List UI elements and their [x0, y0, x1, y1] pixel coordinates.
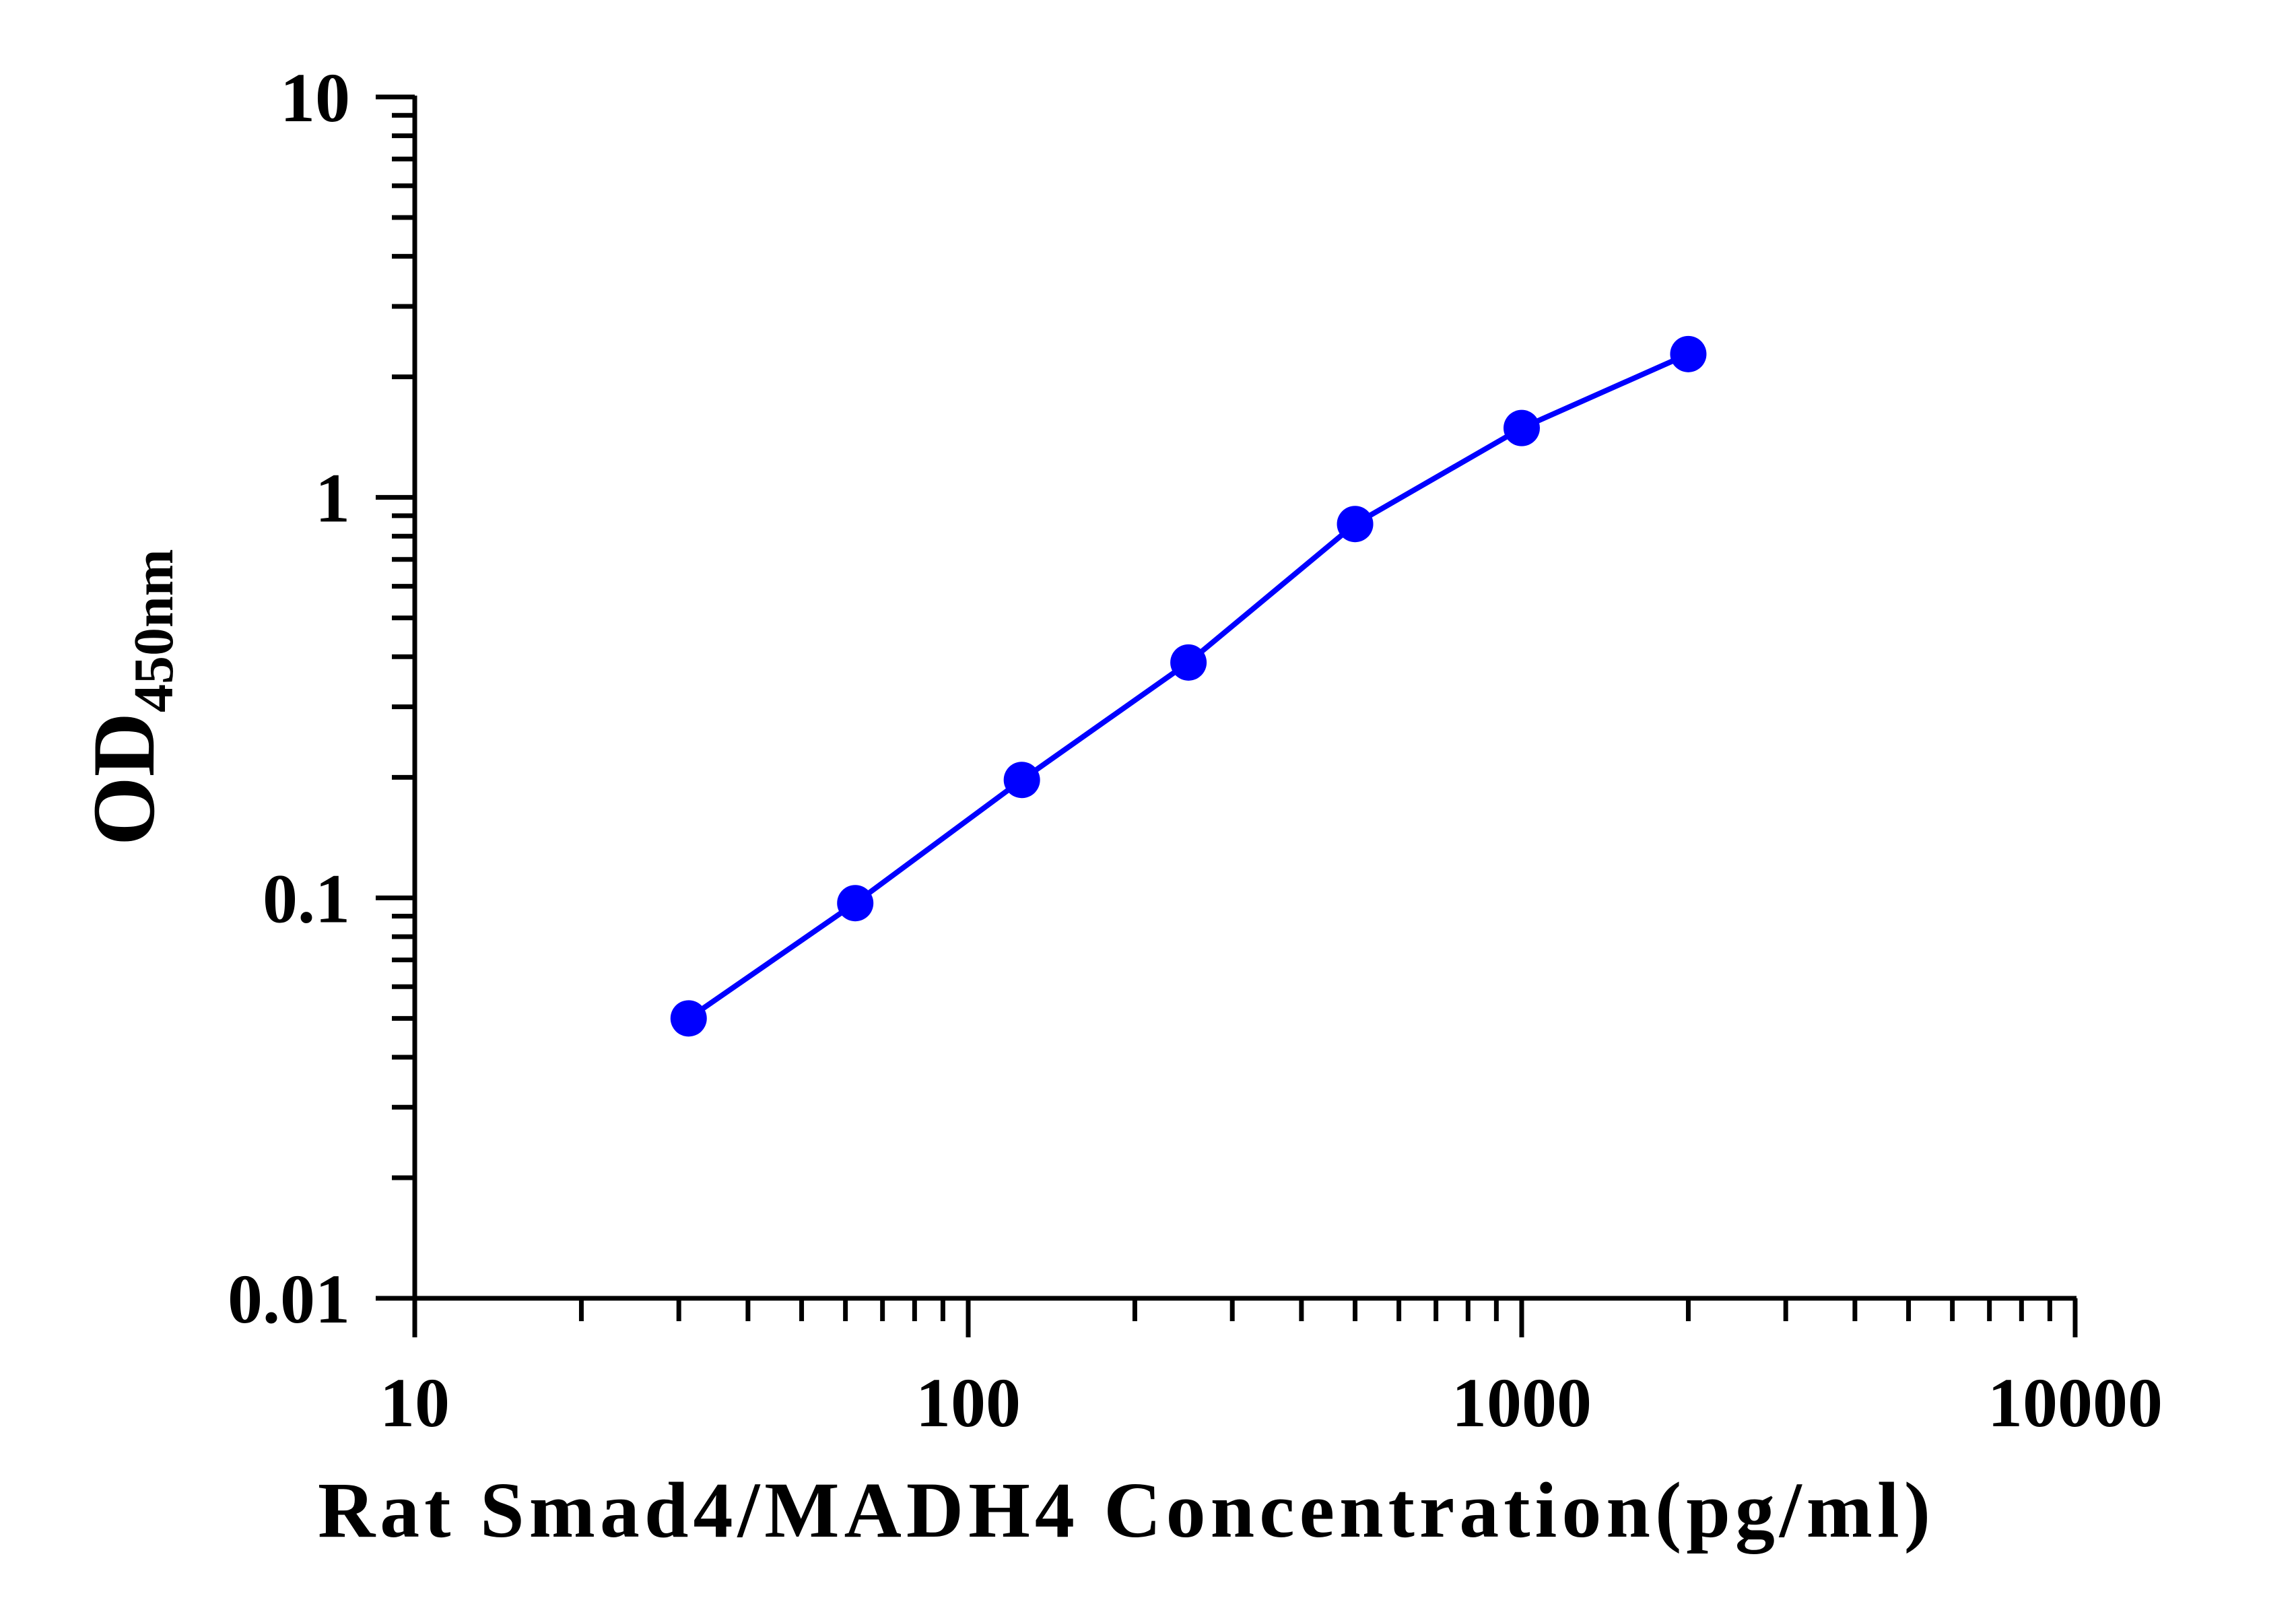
series-line — [687, 352, 1690, 1021]
y-tick-label: 1 — [315, 460, 350, 537]
x-tick-label: 10 — [380, 1364, 450, 1442]
y-tick-label: 10 — [280, 59, 350, 137]
data-point — [1003, 762, 1040, 799]
data-point — [837, 885, 874, 922]
data-point — [1170, 644, 1207, 681]
y-axis-title-main: OD — [74, 712, 173, 846]
data-point — [1670, 335, 1707, 372]
data-point — [1504, 409, 1540, 446]
x-tick-label: 1000 — [1452, 1364, 1592, 1442]
y-tick-label: 0.1 — [263, 860, 350, 937]
svg-text:OD450nm: OD450nm — [74, 549, 185, 846]
data-point — [670, 1000, 707, 1037]
x-tick-label: 100 — [916, 1364, 1021, 1442]
y-tick-label: 0.01 — [228, 1261, 350, 1338]
x-axis: 10 100 1000 10000 — [380, 1296, 2163, 1442]
y-axis: 0.01 0.1 1 10 — [228, 59, 417, 1338]
y-axis-title-subscript: 450nm — [123, 549, 185, 712]
plot-area — [670, 335, 1707, 1037]
y-axis-title: OD450nm — [74, 549, 185, 846]
data-point — [1337, 506, 1374, 543]
x-axis-title: Rat Smad4/MADH4 Concentration(pg/ml) — [318, 1466, 1935, 1554]
x-tick-label: 10000 — [1988, 1364, 2163, 1442]
